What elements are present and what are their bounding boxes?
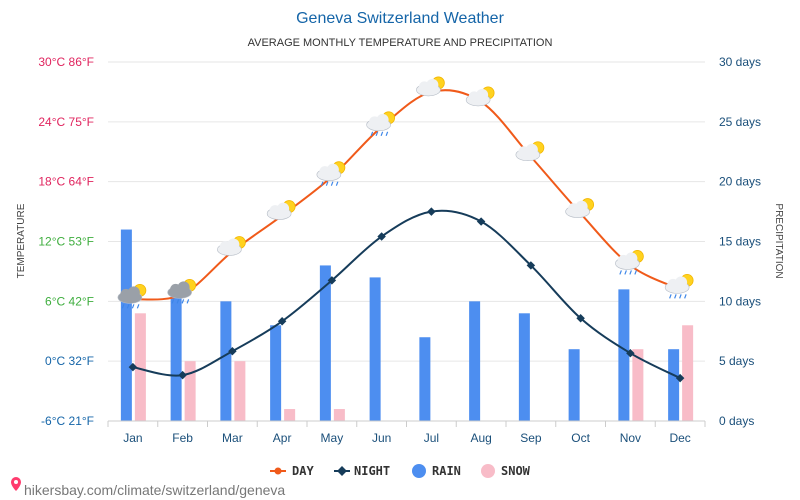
month-label: Sep xyxy=(520,431,542,445)
left-tick-label: 24°C 75°F xyxy=(38,115,94,129)
right-axis-label: PRECIPITATION xyxy=(773,203,784,278)
month-label: Apr xyxy=(273,431,292,445)
night-point xyxy=(427,207,436,216)
left-axis-ticks: 30°C 86°F 24°C 75°F 18°C 64°F 12°C 53°F 6°C … xyxy=(38,55,94,428)
partly-cloudy-rain-icon xyxy=(316,161,346,186)
rain-bar xyxy=(668,349,680,421)
left-tick-label: 30°C 86°F xyxy=(38,55,94,69)
legend-night-label: NIGHT xyxy=(354,464,390,478)
legend-rain[interactable]: RAIN xyxy=(412,464,461,478)
right-tick-label: 20 days xyxy=(719,175,761,189)
month-label: Feb xyxy=(172,431,193,445)
partly-cloudy-rain-snow-icon xyxy=(167,278,197,304)
snow-bar xyxy=(632,349,644,421)
partly-cloudy-rain-icon xyxy=(366,111,396,137)
snow-bar xyxy=(234,361,246,421)
left-tick-label: 18°C 64°F xyxy=(38,175,94,189)
right-tick-label: 15 days xyxy=(719,235,761,249)
rain-bar xyxy=(319,265,331,421)
partly-cloudy-icon xyxy=(565,198,595,218)
month-label: Oct xyxy=(571,431,590,445)
month-label: Mar xyxy=(222,431,243,445)
night-point xyxy=(675,373,685,383)
month-label: Dec xyxy=(669,431,690,445)
partly-cloudy-icon xyxy=(266,200,296,220)
right-tick-label: 30 days xyxy=(719,55,761,69)
source-text: hikersbay.com/climate/switzerland/geneva xyxy=(24,482,285,498)
rain-bar xyxy=(369,277,381,421)
month-label: Jul xyxy=(424,431,439,445)
rain-bar xyxy=(220,301,232,421)
night-point xyxy=(178,370,187,380)
night-point xyxy=(526,261,536,270)
partly-cloudy-rain-icon xyxy=(664,273,694,299)
snow-bar xyxy=(284,409,296,421)
night-point xyxy=(277,317,287,326)
precipitation-bars xyxy=(120,229,694,421)
right-tick-label: 5 days xyxy=(719,354,754,368)
month-labels: Jan Feb Mar Apr May Jun Jul Aug Sep Oct Nov Dec xyxy=(123,431,691,445)
partly-cloudy-rain-icon xyxy=(615,250,644,275)
right-tick-label: 10 days xyxy=(719,294,761,308)
legend-day-label: DAY xyxy=(292,464,314,478)
legend-day[interactable]: DAY xyxy=(270,464,314,478)
rain-bar xyxy=(518,313,530,421)
rain-bar xyxy=(568,349,580,421)
partly-cloudy-rain-snow-icon xyxy=(117,283,147,309)
legend-snow[interactable]: SNOW xyxy=(481,464,531,478)
night-point xyxy=(476,217,486,226)
left-tick-label: 0°C 32°F xyxy=(45,354,94,368)
month-label: Jun xyxy=(372,431,391,445)
rain-bar xyxy=(170,289,182,421)
snow-bar xyxy=(682,325,694,421)
rain-bar xyxy=(270,325,282,421)
left-tick-label: -6°C 21°F xyxy=(41,414,94,428)
left-axis-label: TEMPERATURE xyxy=(16,203,27,278)
grid-lines xyxy=(107,61,706,427)
night-point xyxy=(228,346,237,356)
right-tick-label: 0 days xyxy=(719,414,754,428)
temperature-lines xyxy=(128,88,685,383)
month-label: Nov xyxy=(620,431,641,445)
partly-cloudy-icon xyxy=(465,86,495,107)
night-point xyxy=(327,276,337,285)
left-tick-label: 6°C 42°F xyxy=(45,294,94,308)
month-label: May xyxy=(321,431,344,445)
location-pin-icon xyxy=(11,477,21,491)
night-point xyxy=(128,362,138,372)
rain-bar xyxy=(120,229,132,421)
right-axis-ticks: 30 days 25 days 20 days 15 days 10 days 5 day… xyxy=(719,55,761,428)
partly-cloudy-icon xyxy=(217,236,246,256)
snow-bar xyxy=(333,409,345,421)
chart-subtitle: AVERAGE MONTHLY TEMPERATURE AND PRECIPIT… xyxy=(248,37,553,49)
snow-bar xyxy=(134,313,146,421)
chart-title: Geneva Switzerland Weather xyxy=(296,10,504,27)
source-link[interactable]: hikersbay.com/climate/switzerland/geneva xyxy=(11,477,285,498)
month-label: Jan xyxy=(123,431,142,445)
right-tick-label: 25 days xyxy=(719,115,761,129)
rain-bar xyxy=(419,337,431,421)
partly-cloudy-icon xyxy=(515,141,545,162)
night-point xyxy=(576,314,585,323)
left-tick-label: 12°C 53°F xyxy=(38,235,94,249)
weather-icons xyxy=(117,76,694,309)
night-point xyxy=(626,348,635,358)
night-point xyxy=(377,232,386,241)
snow-bar xyxy=(184,361,196,421)
partly-cloudy-icon xyxy=(416,76,445,97)
legend: DAY NIGHT RAIN SNOW xyxy=(270,464,531,478)
legend-snow-label: SNOW xyxy=(501,464,531,478)
night-line xyxy=(132,209,681,380)
rain-bar xyxy=(469,301,481,421)
rain-bar xyxy=(618,289,630,421)
legend-night[interactable]: NIGHT xyxy=(334,464,390,478)
month-label: Aug xyxy=(470,431,491,445)
legend-rain-label: RAIN xyxy=(432,464,461,478)
